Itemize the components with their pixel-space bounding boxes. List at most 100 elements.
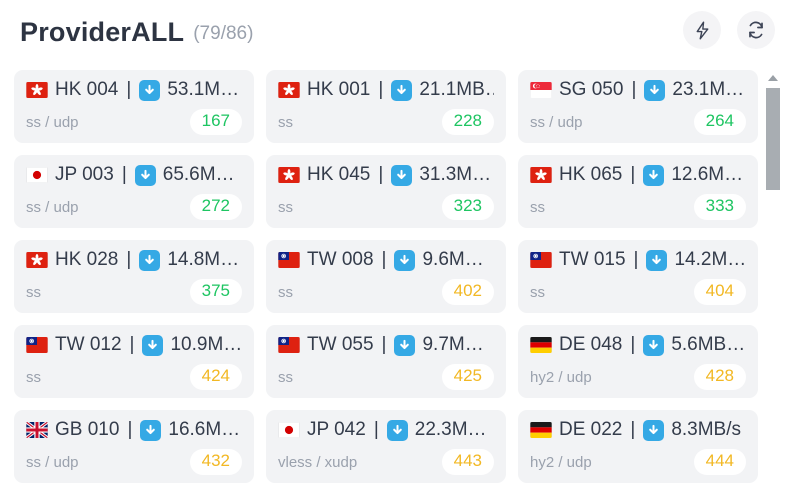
country-flag-icon-hk xyxy=(26,82,48,98)
proxy-card[interactable]: JP 042 | 22.3M… vless / xudp 443 xyxy=(266,410,506,483)
proxy-card[interactable]: JP 003 | 65.6M… ss / udp 272 xyxy=(14,155,254,228)
download-speed: 65.6M… xyxy=(162,164,235,185)
proxy-card-title-row: HK 065 | 12.6M… xyxy=(530,164,746,186)
separator: | xyxy=(630,419,636,440)
proxy-protocol: ss / udp xyxy=(26,113,79,131)
download-speed: 14.2M… xyxy=(674,249,746,270)
proxy-name: HK 001 xyxy=(307,79,371,100)
proxy-protocol: ss / udp xyxy=(26,453,79,471)
scrollbar[interactable] xyxy=(765,62,781,492)
separator: | xyxy=(126,249,132,270)
proxy-name: TW 012 xyxy=(55,334,122,355)
proxy-card[interactable]: GB 010 | 16.6M… ss / udp 432 xyxy=(14,410,254,483)
country-flag-icon-gb xyxy=(26,422,48,438)
proxy-card-meta-row: vless / xudp 443 xyxy=(278,449,494,475)
proxy-card-meta-row: ss / udp 272 xyxy=(26,194,242,220)
download-arrow-icon xyxy=(139,79,161,101)
download-speed: 9.6M… xyxy=(422,249,484,270)
proxy-card[interactable]: HK 004 | 53.1M… ss / udp 167 xyxy=(14,70,254,143)
proxy-protocol: ss xyxy=(530,283,545,301)
separator: | xyxy=(630,334,636,355)
proxy-protocol: ss xyxy=(26,283,41,301)
proxy-card-meta-row: ss / udp 264 xyxy=(530,109,746,135)
proxy-protocol: ss xyxy=(278,113,293,131)
header-actions xyxy=(683,11,775,49)
country-flag-icon-de xyxy=(530,337,552,353)
separator: | xyxy=(631,79,637,100)
proxy-card-meta-row: ss 333 xyxy=(530,194,746,220)
download-arrow-icon xyxy=(139,249,161,271)
proxy-card-title-row: TW 008 | 9.6M… xyxy=(278,249,494,271)
proxy-card-meta-row: ss / udp 432 xyxy=(26,449,242,475)
proxy-protocol: ss / udp xyxy=(530,113,583,131)
proxy-card-meta-row: ss 402 xyxy=(278,279,494,305)
provider-node-count: (79/86) xyxy=(193,22,254,44)
refresh-icon xyxy=(746,20,766,40)
proxy-protocol: ss xyxy=(278,198,293,216)
download-arrow-icon xyxy=(140,419,162,441)
download-speed: 9.7M… xyxy=(422,334,484,355)
country-flag-icon-jp xyxy=(278,422,300,438)
download-arrow-icon xyxy=(643,334,665,356)
proxy-card[interactable]: DE 048 | 5.6MB… hy2 / udp 428 xyxy=(518,325,758,398)
proxy-card[interactable]: HK 045 | 31.3M… ss 323 xyxy=(266,155,506,228)
proxy-name: SG 050 xyxy=(559,79,624,100)
proxy-card-title-row: GB 010 | 16.6M… xyxy=(26,419,242,441)
country-flag-icon-hk xyxy=(26,252,48,268)
scrollbar-up-arrow-icon[interactable] xyxy=(768,75,778,81)
download-speed: 5.6MB… xyxy=(671,334,746,355)
proxy-name: DE 048 xyxy=(559,334,623,355)
country-flag-icon-tw xyxy=(26,337,48,353)
proxy-name: JP 003 xyxy=(55,164,114,185)
proxy-name: HK 028 xyxy=(55,249,119,270)
scrollbar-thumb[interactable] xyxy=(766,88,780,190)
provider-title: ProviderALL xyxy=(20,16,185,47)
proxy-protocol: hy2 / udp xyxy=(530,368,592,386)
latency-badge: 444 xyxy=(693,449,746,475)
proxy-name: TW 015 xyxy=(559,249,626,270)
speed-test-button[interactable] xyxy=(683,11,721,49)
separator: | xyxy=(378,164,384,185)
download-arrow-icon xyxy=(643,164,665,186)
latency-badge: 333 xyxy=(693,194,746,220)
separator: | xyxy=(129,334,135,355)
country-flag-icon-hk xyxy=(278,82,300,98)
proxy-card-meta-row: hy2 / udp 444 xyxy=(530,449,746,475)
download-arrow-icon xyxy=(644,79,666,101)
proxy-card[interactable]: HK 028 | 14.8M… ss 375 xyxy=(14,240,254,313)
latency-badge: 323 xyxy=(441,194,494,220)
proxy-card[interactable]: DE 022 | 8.3MB/s hy2 / udp 444 xyxy=(518,410,758,483)
proxy-card[interactable]: TW 015 | 14.2M… ss 404 xyxy=(518,240,758,313)
country-flag-icon-tw xyxy=(278,337,300,353)
refresh-button[interactable] xyxy=(737,11,775,49)
download-speed: 23.1M… xyxy=(672,79,745,100)
proxy-name: JP 042 xyxy=(307,419,366,440)
download-speed: 8.3MB/s xyxy=(671,419,742,440)
download-arrow-icon xyxy=(643,419,665,441)
download-arrow-icon xyxy=(394,334,416,356)
proxy-card-title-row: JP 042 | 22.3M… xyxy=(278,419,494,441)
latency-badge: 424 xyxy=(189,364,242,390)
proxy-card[interactable]: TW 055 | 9.7M… ss 425 xyxy=(266,325,506,398)
download-arrow-icon xyxy=(391,164,413,186)
country-flag-icon-tw xyxy=(278,252,300,268)
proxy-card[interactable]: SG 050 | 23.1M… ss / udp 264 xyxy=(518,70,758,143)
proxy-card[interactable]: TW 008 | 9.6M… ss 402 xyxy=(266,240,506,313)
download-speed: 14.8M… xyxy=(167,249,240,270)
latency-badge: 264 xyxy=(693,109,746,135)
download-arrow-icon xyxy=(391,79,413,101)
proxy-name: HK 045 xyxy=(307,164,371,185)
latency-badge: 432 xyxy=(189,449,242,475)
download-arrow-icon xyxy=(134,164,156,186)
proxy-protocol: ss xyxy=(530,198,545,216)
proxy-protocol: vless / xudp xyxy=(278,453,358,471)
latency-badge: 443 xyxy=(441,449,494,475)
proxy-card-meta-row: ss / udp 167 xyxy=(26,109,242,135)
provider-header: ProviderALL (79/86) xyxy=(20,10,780,54)
proxy-card-meta-row: ss 404 xyxy=(530,279,746,305)
proxy-card[interactable]: HK 065 | 12.6M… ss 333 xyxy=(518,155,758,228)
proxy-card[interactable]: TW 012 | 10.9M… ss 424 xyxy=(14,325,254,398)
proxy-card-meta-row: ss 424 xyxy=(26,364,242,390)
country-flag-icon-hk xyxy=(530,167,552,183)
proxy-card[interactable]: HK 001 | 21.1MB… ss 228 xyxy=(266,70,506,143)
